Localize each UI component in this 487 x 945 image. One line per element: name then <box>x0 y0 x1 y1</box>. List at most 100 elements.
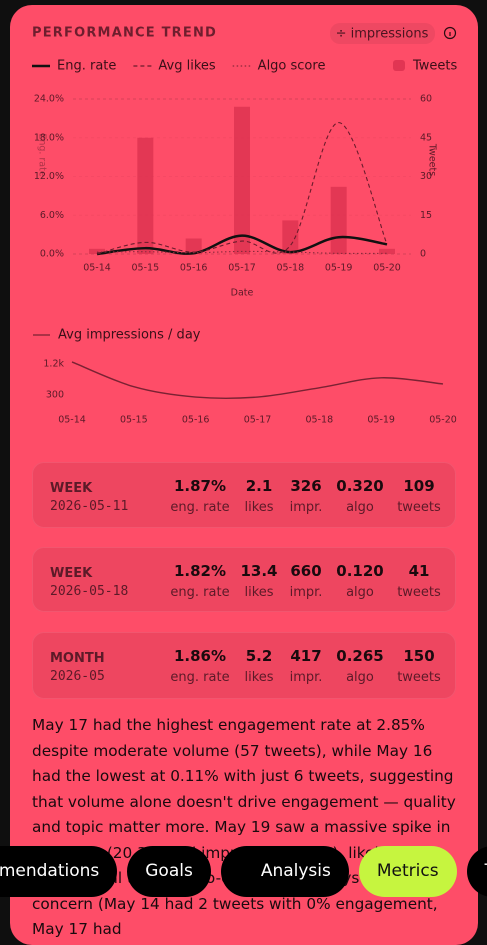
metric-value: 1.86% <box>173 647 227 665</box>
metric-value: 660 <box>290 562 322 580</box>
metric-value: 150 <box>403 647 435 665</box>
bar <box>89 248 105 254</box>
stat-card: WEEK 2026-05-11 1.87% eng. rate 2.1 likes 326 i… <box>32 462 456 528</box>
x-tick-label: 05-15 <box>132 263 160 274</box>
y2-tick-label: 45 <box>420 132 432 143</box>
x-tick-label: 05-17 <box>244 415 272 426</box>
x-tick-label: 05-16 <box>180 263 208 274</box>
metric-value: 417 <box>290 647 322 665</box>
y-tick-label: 12.0% <box>34 171 64 182</box>
stat-card: MONTH 2026-05 1.86% eng. rate 5.2 likes 417 imp… <box>32 632 456 699</box>
toggle-bg[interactable] <box>330 23 435 44</box>
y-axis-label: Eng. rate <box>37 133 48 177</box>
legend-swatch <box>393 60 405 71</box>
toggle[interactable]: ÷ impressions <box>336 27 429 42</box>
y-tick-label: 6.0% <box>40 210 64 221</box>
metric: 0.320 algo <box>325 477 395 515</box>
metric-unit: eng. rate <box>170 500 230 515</box>
y-tick-label: 0.0% <box>40 249 64 260</box>
metric: 660 impr. <box>271 562 341 600</box>
metric-value: 5.2 <box>245 647 273 665</box>
y2-tick-label: 60 <box>420 94 432 105</box>
legend-label: Tweets <box>412 59 458 74</box>
date: 2026-05 <box>50 669 105 684</box>
metric-unit: algo <box>346 585 374 600</box>
bar <box>282 220 299 254</box>
line <box>71 361 444 399</box>
nav-tab[interactable]: Goals <box>127 846 211 897</box>
x-tick-label: 05-14 <box>58 415 86 426</box>
metric: 41 tweets <box>384 562 454 600</box>
nav-tab[interactable]: Tweets <box>466 846 487 897</box>
metric-value: 0.265 <box>336 647 384 665</box>
metric-value: 41 <box>408 562 430 580</box>
info-icon[interactable] <box>443 26 457 40</box>
x-tick-label: 05-20 <box>429 415 457 426</box>
line <box>96 234 388 256</box>
bar <box>234 106 250 254</box>
y-tick-label: 24.0% <box>34 94 64 105</box>
metric-unit: tweets <box>397 500 441 515</box>
nav-tab[interactable]: Recommendations <box>0 846 118 897</box>
x-tick-label: 05-17 <box>228 263 256 274</box>
metric-unit: eng. rate <box>170 585 230 600</box>
bar <box>185 238 202 254</box>
nav-tab[interactable]: Analysis <box>220 846 349 897</box>
bar <box>379 248 395 254</box>
metric-value: 0.320 <box>336 477 384 495</box>
metric: 109 tweets <box>384 477 454 515</box>
y2-tick-label: 15 <box>420 210 432 221</box>
metric: 0.120 algo <box>325 562 395 600</box>
metric: 417 impr. <box>271 647 341 685</box>
y2-axis-label: Tweets <box>427 143 438 176</box>
bar <box>330 186 347 254</box>
metric-value: 1.87% <box>173 477 227 495</box>
x-tick-label: 05-18 <box>306 415 334 426</box>
x-tick-label: 05-19 <box>325 263 353 274</box>
y-tick-label: 300 <box>46 390 64 401</box>
page: PERFORMANCE TREND ÷ impressions Eng. rat… <box>0 5 487 945</box>
metric: 0.265 algo <box>325 647 395 685</box>
legend-label: Avg likes <box>158 59 215 74</box>
metric-unit: likes <box>244 670 274 685</box>
period: WEEK <box>50 566 93 581</box>
metric: 2.1 likes <box>224 477 294 515</box>
legend-label: Algo score <box>258 59 326 74</box>
legend-label: Eng. rate <box>57 59 116 74</box>
metric-unit: impr. <box>289 585 323 600</box>
metric-value: 109 <box>403 477 435 495</box>
x-tick-label: 05-15 <box>120 415 148 426</box>
y2-tick-label: 0 <box>420 249 426 260</box>
line <box>96 250 388 254</box>
metric-unit: algo <box>346 500 374 515</box>
bar <box>137 137 154 254</box>
x-tick-label: 05-16 <box>182 415 210 426</box>
nav: RecommendationsGoalsAnalysisMetrics Tweet… <box>0 846 487 898</box>
metric-value: 1.82% <box>173 562 227 580</box>
x-tick-label: 05-19 <box>367 415 395 426</box>
metric: 150 tweets <box>384 647 454 685</box>
metric-unit: impr. <box>289 500 323 515</box>
legend-label: Avg impressions / day <box>58 328 201 343</box>
metric-unit: eng. rate <box>170 670 230 685</box>
charts: PERFORMANCE TREND ÷ impressions Eng. rat… <box>32 23 458 426</box>
metric-unit: tweets <box>397 670 441 685</box>
summary: May 17 had the highest engagement rate a… <box>32 716 456 938</box>
nav-tab[interactable]: Metrics <box>358 846 457 897</box>
metric-value: 2.1 <box>245 477 273 495</box>
metric-value: 13.4 <box>240 562 278 580</box>
metric-value: 0.120 <box>336 562 384 580</box>
period: MONTH <box>50 651 105 666</box>
metric-unit: impr. <box>289 670 323 685</box>
metric: 13.4 likes <box>224 562 294 600</box>
metric: 1.86% eng. rate <box>165 647 235 685</box>
metric-unit: likes <box>244 585 274 600</box>
metric: 1.87% eng. rate <box>165 477 235 515</box>
x-tick-label: 05-14 <box>83 263 111 274</box>
section-title: PERFORMANCE TREND <box>32 26 217 41</box>
period: WEEK <box>50 481 93 496</box>
x-tick-label: 05-20 <box>373 263 401 274</box>
metric-unit: likes <box>244 500 274 515</box>
x-axis-label: Date <box>231 288 254 299</box>
metric: 1.82% eng. rate <box>165 562 235 600</box>
